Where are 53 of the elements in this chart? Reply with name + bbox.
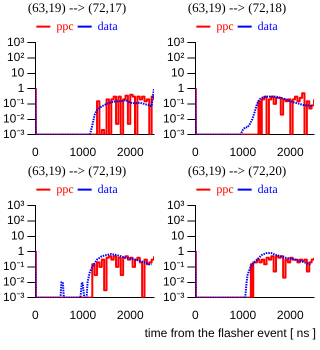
x-tick-label: 2000 xyxy=(116,145,144,160)
legend-label: ppc xyxy=(216,18,234,33)
y-tick-label: 10³ xyxy=(7,198,24,212)
y-tick-label: 10⁻² xyxy=(3,112,24,126)
x-tick-label: 0 xyxy=(192,145,199,160)
chart-title: (63,19) --> (72,20) xyxy=(188,163,286,178)
y-tick-label: 10⁻² xyxy=(163,274,184,289)
y-tick-label: 10⁻¹ xyxy=(3,96,24,110)
y-tick-label: 10⁻² xyxy=(3,274,24,289)
x-tick-label: 2000 xyxy=(276,145,304,160)
y-tick-label: 10² xyxy=(7,50,24,64)
x-tick-label: 1000 xyxy=(69,308,96,322)
y-tick-label: 10⁻³ xyxy=(163,126,184,141)
legend-label: data xyxy=(98,18,118,33)
legend-label: data xyxy=(258,182,278,196)
x-tick-label: 0 xyxy=(32,145,39,160)
y-tick-label: 10³ xyxy=(167,34,184,49)
y-tick-label: 10² xyxy=(167,213,184,228)
y-tick-label: 10 xyxy=(10,228,25,243)
y-tick-label: 10 xyxy=(170,66,185,80)
y-tick-label: 1 xyxy=(18,244,25,258)
legend-label: ppc xyxy=(56,18,74,33)
x-tick-label: 2000 xyxy=(276,308,304,322)
legend-label: data xyxy=(98,182,118,196)
y-tick-label: 10⁻² xyxy=(163,112,184,126)
y-tick-label: 10⁻³ xyxy=(3,126,24,141)
y-tick-label: 10⁻¹ xyxy=(163,259,184,274)
x-axis-title: time from the flasher event [ ns ] xyxy=(144,326,317,342)
x-tick-label: 1000 xyxy=(229,145,256,160)
x-tick-label: 1000 xyxy=(69,145,96,160)
x-tick-label: 2000 xyxy=(116,308,144,322)
y-tick-label: 10³ xyxy=(7,34,24,49)
chart-title: (63,19) --> (72,18) xyxy=(188,0,286,16)
legend-label: ppc xyxy=(56,182,74,196)
y-tick-label: 10² xyxy=(167,50,184,64)
chart-title: (63,19) --> (72,19) xyxy=(28,163,126,178)
y-tick-label: 1 xyxy=(18,80,25,95)
x-tick-label: 1000 xyxy=(229,308,256,322)
x-tick-label: 0 xyxy=(32,308,39,322)
legend-label: data xyxy=(258,18,278,33)
y-tick-label: 1 xyxy=(178,80,185,95)
y-tick-label: 10⁻¹ xyxy=(3,259,24,274)
y-tick-label: 10⁻³ xyxy=(3,290,24,304)
legend-label: ppc xyxy=(216,182,234,196)
y-tick-label: 10 xyxy=(170,228,185,243)
chart-title: (63,19) --> (72,17) xyxy=(28,0,126,16)
y-tick-label: 10³ xyxy=(167,198,184,212)
y-tick-label: 10⁻¹ xyxy=(163,96,184,110)
y-tick-label: 10² xyxy=(7,213,24,228)
x-tick-label: 0 xyxy=(192,308,199,322)
y-tick-label: 1 xyxy=(178,244,185,258)
y-tick-label: 10 xyxy=(10,66,25,80)
y-tick-label: 10⁻³ xyxy=(163,290,184,304)
